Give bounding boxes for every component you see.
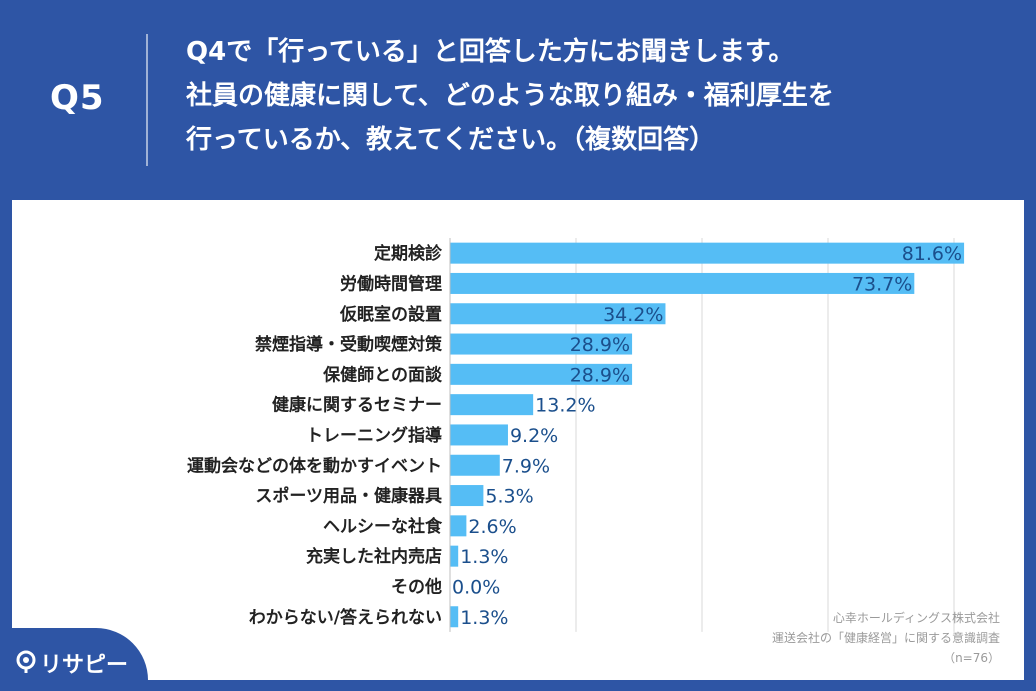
value-label: 7.9% (502, 455, 550, 477)
bar (450, 333, 633, 355)
value-label: 1.3% (460, 546, 508, 568)
question-text: Q4で「行っている」と回答した方にお聞きします。 社員の健康に関して、どのような… (186, 30, 1016, 162)
category-label: 健康に関するセミナー (272, 395, 442, 416)
value-label: 28.9% (570, 364, 630, 386)
category-label: 運動会などの体を動かすイベント (187, 455, 442, 476)
value-label: 0.0% (452, 576, 500, 598)
source-note: 心幸ホールディングス株式会社 運送会社の「健康経営」に関する意識調査 （n=76… (600, 608, 1000, 668)
bar (450, 424, 508, 446)
value-label: 34.2% (603, 304, 663, 326)
question-line: 行っているか、教えてください。（複数回答） (186, 125, 716, 155)
bar (450, 515, 467, 537)
pin-icon (16, 650, 36, 673)
bar (450, 485, 484, 507)
question-number: Q5 (50, 78, 105, 118)
bar (450, 272, 915, 294)
source-sample: （n=76） (943, 651, 1000, 665)
category-label: 保健師との面談 (322, 364, 443, 385)
category-label: その他 (391, 576, 442, 597)
category-label: 労働時間管理 (340, 273, 442, 294)
question-line: Q4で「行っている」と回答した方にお聞きします。 (186, 37, 795, 67)
source-company: 心幸ホールディングス株式会社 (832, 611, 1000, 625)
category-label: 定期検診 (374, 243, 443, 264)
value-label: 5.3% (485, 486, 533, 508)
bar (450, 606, 459, 628)
value-label: 2.6% (468, 516, 516, 538)
header: Q5 Q4で「行っている」と回答した方にお聞きします。 社員の健康に関して、どの… (0, 0, 1036, 196)
bar-chart: 定期検診 81.6% 労働時間管理 73.7% 仮眠室の設置 34.2% 禁煙指導・受動喫煙… (187, 238, 965, 632)
header-divider (146, 34, 148, 166)
category-label: スポーツ用品・健康器具 (255, 486, 442, 507)
bar (450, 303, 666, 325)
brand-logo: リサピー (0, 628, 148, 691)
value-label: 9.2% (510, 425, 558, 447)
value-label: 81.6% (902, 243, 962, 265)
value-label: 13.2% (535, 395, 595, 417)
chart-panel: 定期検診 81.6% 労働時間管理 73.7% 仮眠室の設置 34.2% 禁煙指導・受動喫煙… (12, 200, 1024, 680)
category-label: わからない/答えられない (249, 607, 442, 628)
category-label: トレーニング指導 (306, 425, 442, 446)
source-survey: 運送会社の「健康経営」に関する意識調査 (771, 631, 1000, 645)
value-label: 1.3% (460, 607, 508, 629)
bar (450, 363, 633, 385)
category-label: 充実した社内売店 (306, 546, 442, 567)
bar (450, 545, 459, 567)
question-line: 社員の健康に関して、どのような取り組み・福利厚生を (186, 81, 834, 111)
logo-text: リサピー (40, 653, 129, 678)
value-label: 73.7% (852, 273, 912, 295)
category-label: ヘルシーな社食 (323, 516, 443, 537)
value-label: 28.9% (570, 334, 630, 356)
bar (450, 242, 965, 264)
bar (450, 394, 534, 416)
category-label: 禁煙指導・受動喫煙対策 (255, 334, 443, 355)
bar (450, 454, 500, 476)
category-label: 仮眠室の設置 (339, 304, 442, 325)
